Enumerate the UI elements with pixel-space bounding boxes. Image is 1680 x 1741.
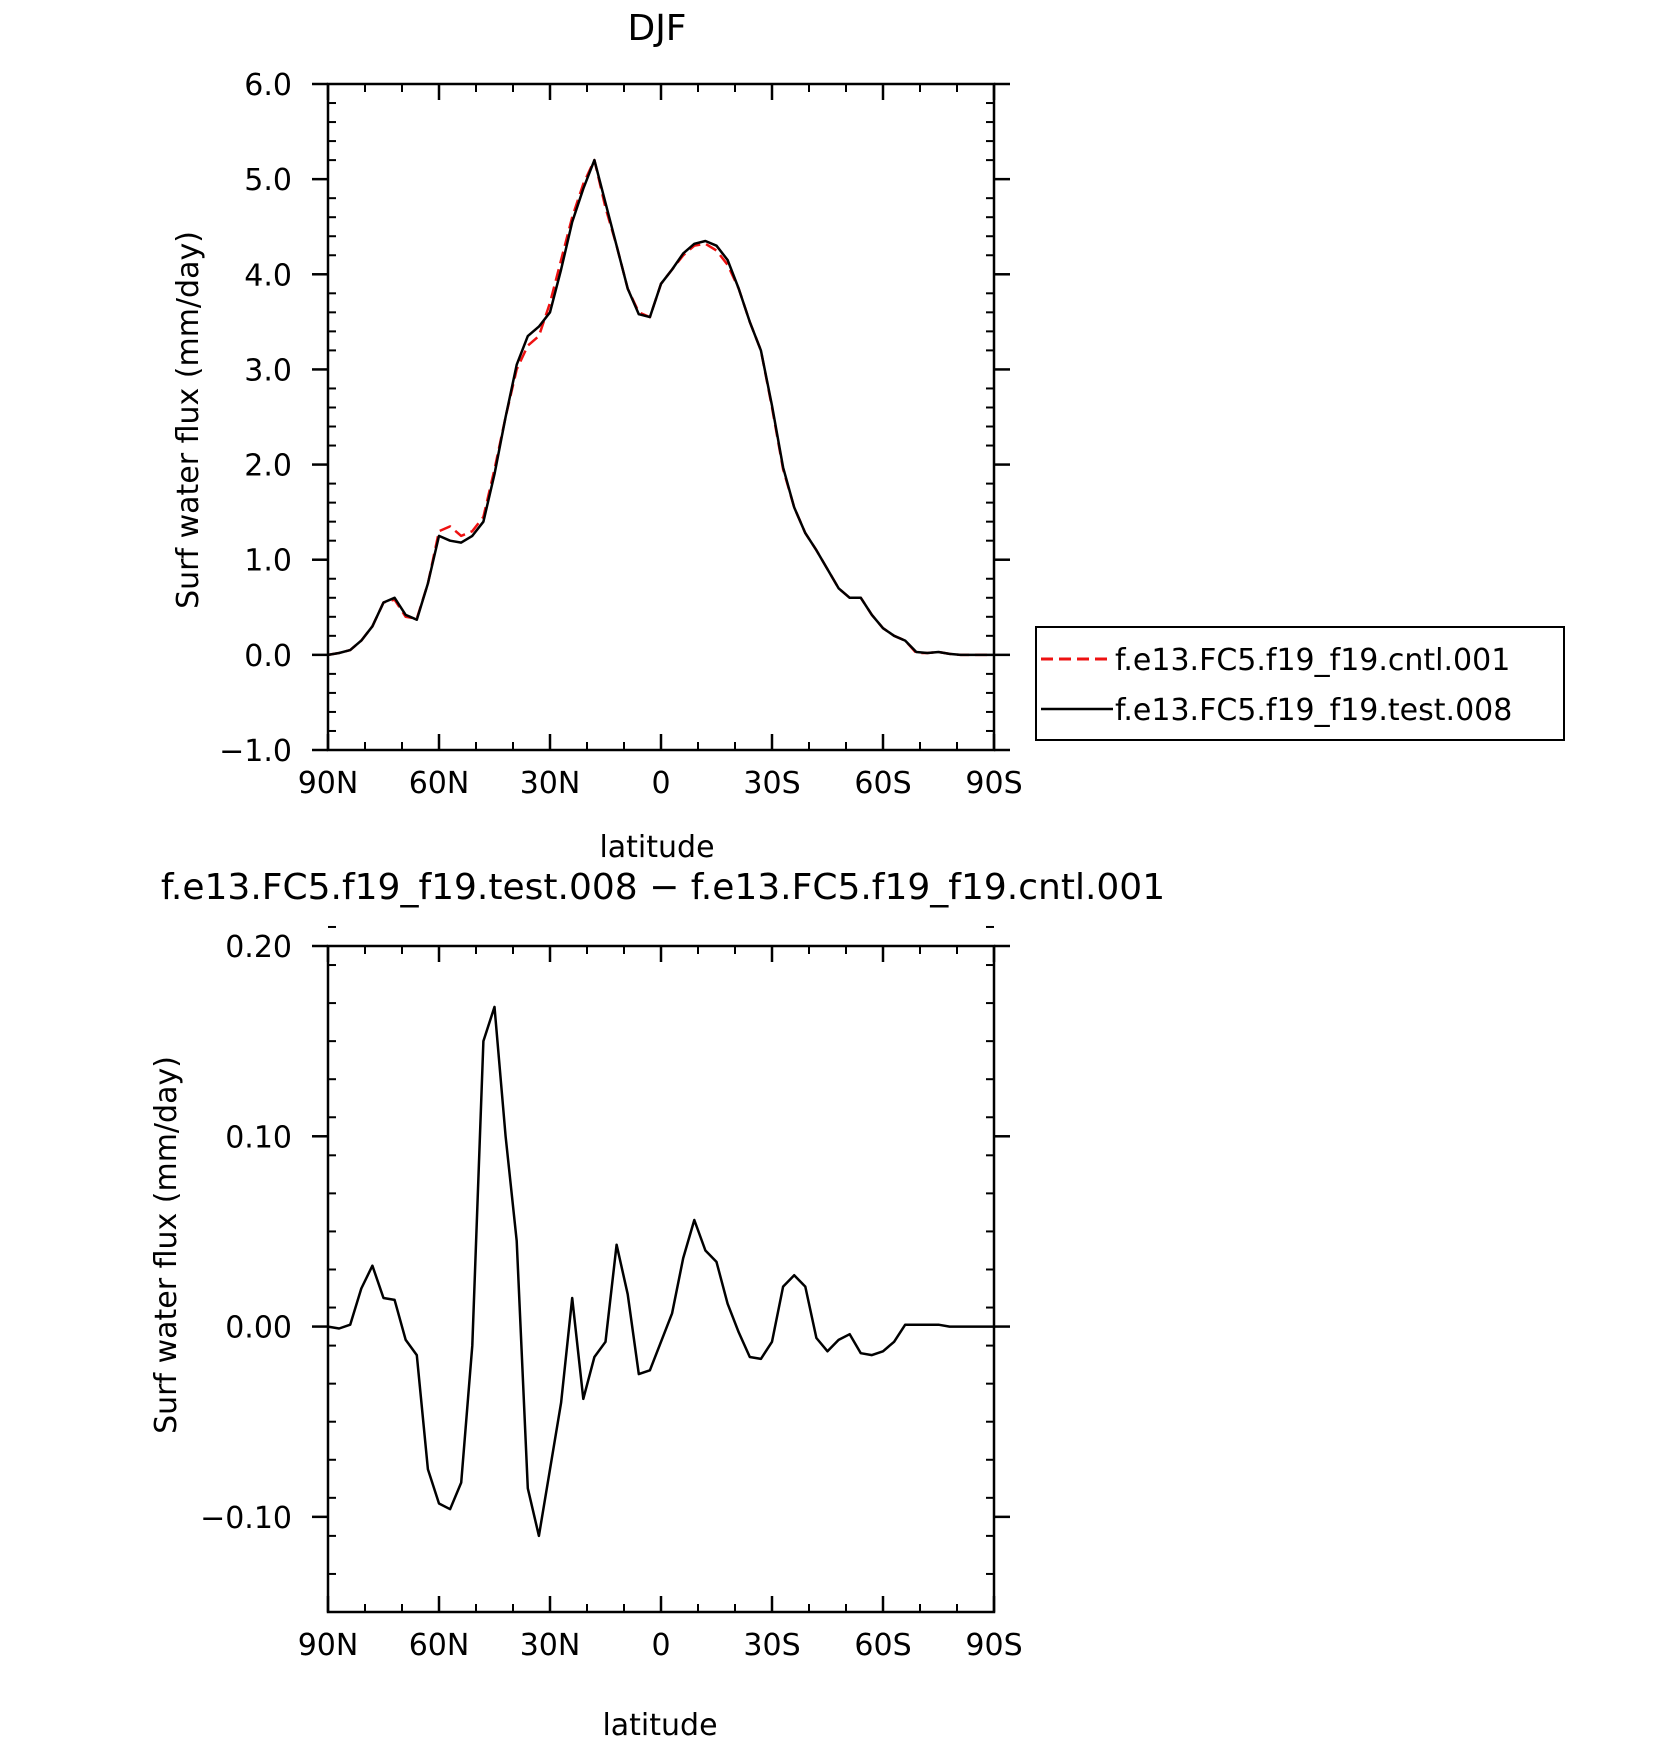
- top-panel-ytick-label: 4.0: [244, 258, 292, 293]
- top-panel-xtick-label: 60S: [854, 766, 911, 801]
- legend-label-test: f.e13.FC5.f19_f19.test.008: [1115, 693, 1512, 728]
- top-panel-xlabel: latitude: [599, 830, 714, 865]
- bottom-panel-xtick-label: 30S: [743, 1628, 800, 1663]
- legend-label-cntl: f.e13.FC5.f19_f19.cntl.001: [1115, 643, 1510, 678]
- bottom-panel-xtick-label: 30N: [520, 1628, 581, 1663]
- bottom-panel-series-line-0: [327, 1005, 994, 1538]
- top-panel-ytick-label: 5.0: [244, 163, 292, 198]
- bottom-panel-title: f.e13.FC5.f19_f19.test.008 − f.e13.FC5.f…: [161, 867, 1165, 908]
- bottom-panel-ytick-label: 0.20: [225, 930, 292, 965]
- top-panel-ytick-label: 2.0: [244, 449, 292, 484]
- bottom-panel-ytick-label: 0.10: [225, 1120, 292, 1155]
- top-panel-title: DJF: [627, 8, 686, 49]
- bottom-panel-ytick-label: −0.10: [200, 1501, 292, 1536]
- bottom-panel-ticks: 90N 60N 30N 0 30S 60S 90S −0.10 0.00 0.10 0.20: [200, 925, 1023, 1663]
- top-panel-series: [327, 158, 994, 657]
- bottom-panel-xtick-label: 0: [651, 1628, 670, 1663]
- bottom-panel-ylabel: Surf water flux (mm/day): [149, 1056, 184, 1434]
- top-panel-frame: [326, 82, 996, 752]
- bottom-panel: f.e13.FC5.f19_f19.test.008 − f.e13.FC5.f…: [149, 867, 1165, 1741]
- legend-box: [1035, 626, 1565, 741]
- top-panel-ytick-label: 1.0: [244, 544, 292, 579]
- bottom-panel-series: [327, 1005, 994, 1538]
- bottom-panel-xlabel: latitude: [602, 1708, 717, 1741]
- top-panel-ytick-label: 0.0: [244, 639, 292, 674]
- top-panel-xtick-label: 0: [651, 766, 670, 801]
- legend: f.e13.FC5.f19_f19.cntl.001 f.e13.FC5.f19…: [1035, 626, 1565, 741]
- top-panel-xtick-label: 60N: [409, 766, 470, 801]
- top-panel-ytick-label: 6.0: [244, 68, 292, 103]
- top-panel-ytick-label: 3.0: [244, 353, 292, 388]
- top-panel-ticks: 90N 60N 30N 0 30S 60S 90S −1.0 0.0 1.0 2.0 3.0 4.0 5.…: [219, 68, 1022, 801]
- bottom-panel-xtick-label: 90N: [298, 1628, 359, 1663]
- top-panel-ylabel: Surf water flux (mm/day): [171, 231, 206, 609]
- top-panel-xtick-label: 30N: [520, 766, 581, 801]
- top-panel-xtick-label: 90N: [298, 766, 359, 801]
- top-panel-xtick-label: 90S: [965, 766, 1022, 801]
- top-panel-xtick-label: 30S: [743, 766, 800, 801]
- top-panel-ytick-label: −1.0: [219, 734, 292, 769]
- top-panel-series-line-1: [327, 158, 994, 657]
- bottom-panel-xtick-label: 90S: [965, 1628, 1022, 1663]
- bottom-panel-xtick-label: 60S: [854, 1628, 911, 1663]
- bottom-panel-ytick-label: 0.00: [225, 1311, 292, 1346]
- bottom-panel-frame: [326, 944, 996, 1614]
- bottom-panel-xtick-label: 60N: [409, 1628, 470, 1663]
- top-panel: DJF Surf water flux (mm/day) latitude 90…: [171, 8, 1565, 865]
